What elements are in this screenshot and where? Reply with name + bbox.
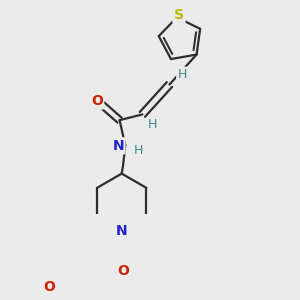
Text: H: H [148,118,157,131]
Text: O: O [117,264,129,278]
Text: N: N [112,139,124,153]
Text: O: O [91,94,103,108]
Text: H: H [178,68,187,81]
Text: O: O [43,280,55,294]
Text: H: H [134,144,143,157]
Text: S: S [174,8,184,22]
Text: N: N [116,224,127,238]
